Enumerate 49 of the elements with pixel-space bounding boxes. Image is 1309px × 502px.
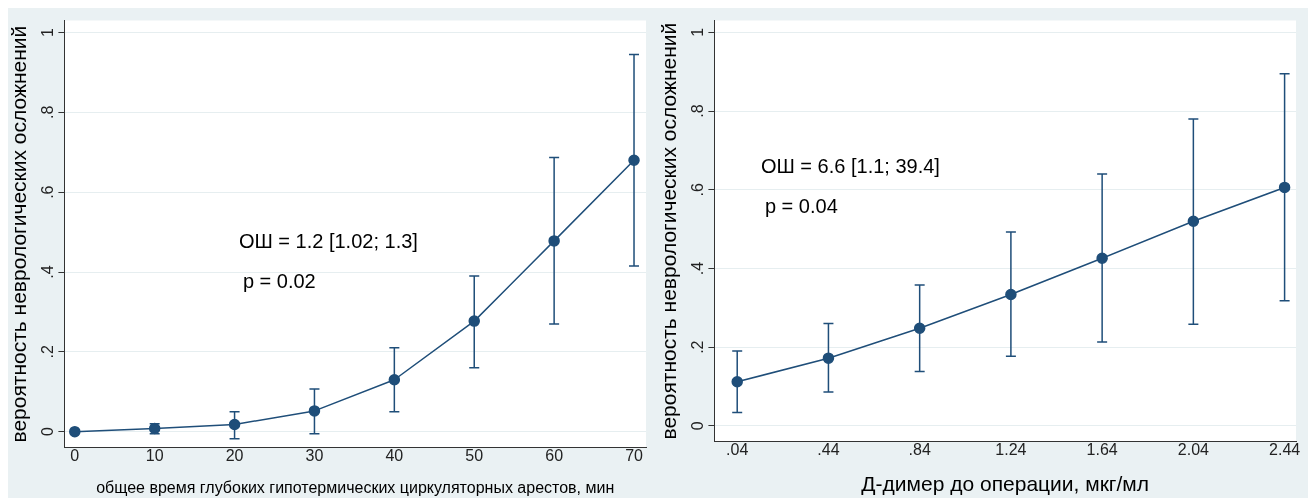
- annotation: p = 0.04: [764, 195, 838, 218]
- y-axis-title: вероятность неврологических осложнений: [657, 22, 681, 440]
- y-tick-label: 1: [689, 27, 707, 37]
- point: [548, 235, 560, 247]
- y-tick-label: .6: [39, 185, 57, 199]
- y-tick-label: 0: [689, 421, 707, 431]
- annotation: ОШ = 1.2 [1.02; 1.3]: [238, 230, 418, 253]
- x-tick-label: 1.64: [1086, 441, 1118, 459]
- x-tick-label: 2.44: [1269, 441, 1301, 459]
- x-tick-label: 10: [145, 447, 164, 465]
- point: [628, 154, 640, 167]
- x-tick-label: 2.04: [1177, 441, 1210, 459]
- point: [1096, 252, 1108, 264]
- y-tick-label: .2: [689, 340, 707, 354]
- y-tick-label: .6: [689, 183, 707, 197]
- y-tick-label: .4: [689, 261, 707, 276]
- point: [1278, 181, 1291, 194]
- x-axis-title: общее время глубоких гипотермических циркуляторных арестов, мин: [96, 478, 615, 496]
- x-tick-label: 50: [465, 447, 484, 465]
- x-tick-label: 70: [625, 447, 644, 465]
- y-tick-label: .4: [39, 265, 57, 279]
- point: [468, 315, 480, 327]
- x-tick-label: 30: [305, 447, 324, 465]
- annotation: ОШ = 6.6 [1.1; 39.4]: [760, 155, 940, 178]
- y-tick-label: .8: [39, 105, 57, 120]
- point: [1187, 215, 1200, 228]
- y-tick-label: 0: [39, 427, 57, 437]
- point: [228, 418, 241, 431]
- x-tick-label: 40: [385, 447, 404, 465]
- x-tick-label: .84: [908, 441, 931, 459]
- point: [69, 425, 81, 438]
- y-axis-title: вероятность неврологических осложнений: [7, 25, 31, 443]
- y-tick-label: 1: [39, 28, 57, 38]
- x-tick-label: 20: [225, 447, 244, 465]
- x-tick-label: 1.24: [995, 441, 1027, 459]
- x-tick-label: .44: [817, 441, 840, 459]
- point: [1005, 288, 1017, 301]
- x-tick-label: 0: [70, 447, 80, 465]
- x-tick-label: .04: [726, 441, 749, 459]
- y-tick-label: .8: [689, 104, 707, 118]
- point: [731, 376, 743, 388]
- point: [822, 352, 835, 364]
- point: [913, 322, 926, 335]
- point: [308, 405, 321, 417]
- annotation: p = 0.02: [242, 270, 316, 293]
- y-tick-label: .2: [39, 345, 57, 359]
- x-tick-label: 60: [545, 447, 564, 465]
- x-axis-title: Д-димер до операции, мкг/мл: [861, 472, 1150, 496]
- point: [388, 374, 401, 386]
